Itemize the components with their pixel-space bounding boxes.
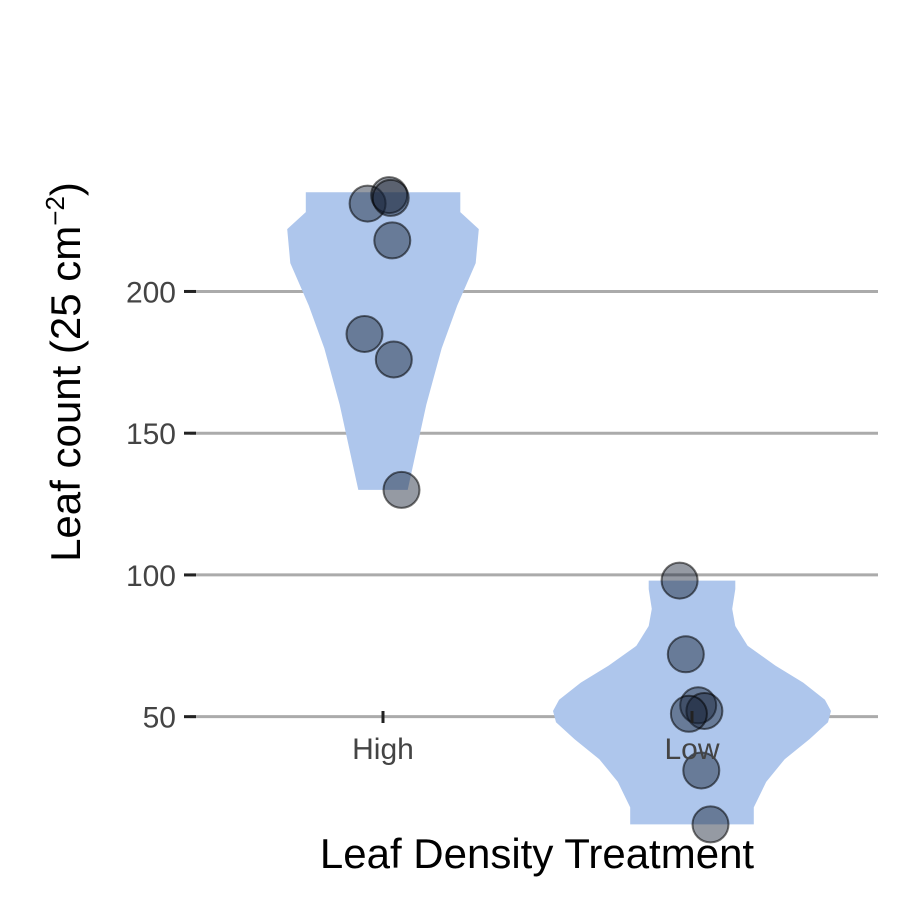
- x-tick-label-low: Low: [664, 733, 719, 766]
- y-axis-title-superscript: −2: [40, 196, 70, 226]
- point-high-1: [348, 184, 387, 223]
- point-high-7: [382, 470, 421, 509]
- point-low-5: [669, 694, 708, 733]
- y-axis-title-main: Leaf count (25 cm: [42, 226, 89, 562]
- y-tick-label-50: 50: [143, 702, 176, 735]
- violin-high: [287, 192, 479, 490]
- violin-low: [553, 580, 831, 825]
- y-tick-label-150: 150: [126, 418, 176, 451]
- data-points: [345, 176, 730, 844]
- point-low-7: [691, 805, 730, 844]
- y-axis-title: Leaf count (25 cm−2): [40, 182, 89, 562]
- point-high-2: [370, 176, 409, 215]
- violins: [287, 192, 831, 825]
- y-tick-label-200: 200: [126, 276, 176, 309]
- y-tick-label-100: 100: [126, 560, 176, 593]
- y-axis-title-close: ): [42, 182, 89, 196]
- point-high-4: [373, 221, 412, 260]
- point-low-1: [660, 561, 699, 600]
- point-high-5: [345, 315, 384, 353]
- point-low-4: [685, 692, 724, 730]
- point-high-3: [371, 178, 410, 217]
- x-axis-title: Leaf Density Treatment: [320, 830, 755, 877]
- point-high-6: [374, 340, 413, 379]
- point-low-6: [682, 751, 721, 790]
- x-axis: High Low: [352, 711, 720, 766]
- point-low-2: [666, 635, 705, 674]
- x-tick-label-high: High: [352, 733, 414, 766]
- gridlines: [190, 289, 878, 719]
- y-axis: 50 100 150 200: [126, 276, 196, 735]
